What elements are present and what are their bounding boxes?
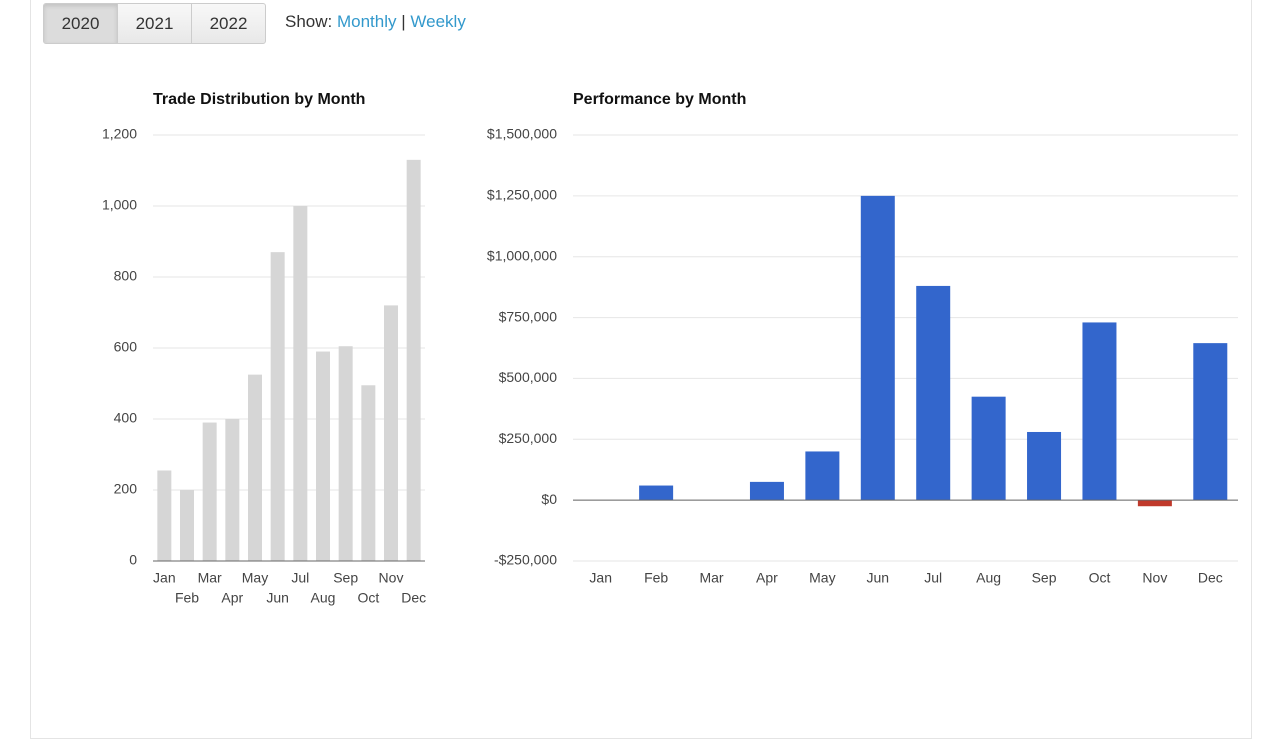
bar bbox=[248, 374, 262, 561]
y-tick-label: 200 bbox=[114, 481, 138, 497]
show-label: Show: bbox=[285, 12, 333, 31]
x-tick-label: Dec bbox=[401, 590, 426, 606]
y-tick-label: $0 bbox=[541, 491, 557, 507]
bar bbox=[971, 396, 1006, 501]
y-tick-label: $1,250,000 bbox=[487, 187, 557, 203]
chart-title: Trade Distribution by Month bbox=[153, 91, 365, 108]
year-tabs: 2020 2021 2022 bbox=[43, 3, 266, 44]
x-tick-label: Feb bbox=[175, 590, 199, 606]
x-tick-label: Nov bbox=[379, 570, 404, 586]
bar bbox=[639, 485, 674, 501]
x-tick-label: Aug bbox=[311, 590, 336, 606]
x-tick-label: Mar bbox=[198, 570, 222, 586]
y-tick-label: $1,500,000 bbox=[487, 126, 557, 142]
y-tick-label: $1,000,000 bbox=[487, 247, 557, 263]
x-tick-label: Jan bbox=[153, 570, 176, 586]
y-tick-label: $500,000 bbox=[499, 369, 558, 385]
y-tick-label: 800 bbox=[114, 268, 138, 284]
x-tick-label: Jul bbox=[924, 570, 942, 586]
y-tick-label: 400 bbox=[114, 410, 138, 426]
bar bbox=[384, 305, 398, 561]
year-tab[interactable]: 2022 bbox=[209, 14, 248, 33]
x-tick-label: Sep bbox=[333, 570, 358, 586]
x-tick-label: Aug bbox=[976, 570, 1001, 586]
charts: Trade Distribution by Month 0 200 400 600 800… bbox=[102, 91, 1238, 606]
bar bbox=[338, 346, 353, 561]
x-tick-label: Jul bbox=[291, 570, 309, 586]
x-tick-label: Apr bbox=[756, 570, 778, 586]
bar bbox=[860, 195, 895, 501]
y-tick-label: 1,000 bbox=[102, 197, 137, 213]
bar bbox=[406, 159, 421, 561]
bar bbox=[202, 422, 217, 561]
bar bbox=[361, 385, 376, 561]
y-tick-label: -$250,000 bbox=[494, 552, 557, 568]
bar bbox=[225, 419, 240, 561]
year-tab[interactable]: 2021 bbox=[118, 4, 192, 43]
x-tick-label: Feb bbox=[644, 570, 668, 586]
x-tick-label: Apr bbox=[221, 590, 243, 606]
bar bbox=[1137, 500, 1172, 507]
bar bbox=[316, 351, 330, 561]
bar bbox=[1027, 431, 1062, 501]
x-tick-label: Oct bbox=[1089, 570, 1111, 586]
bar bbox=[180, 490, 194, 561]
y-tick-label: 0 bbox=[129, 552, 137, 568]
x-tick-label: Jan bbox=[589, 570, 612, 586]
bar bbox=[270, 252, 285, 561]
year-tab[interactable]: 2020 bbox=[44, 4, 118, 43]
page: 2020 2021 2022 Show: Monthly | Weekly Tr… bbox=[30, 0, 1252, 739]
x-tick-label: Mar bbox=[699, 570, 723, 586]
x-tick-label: Sep bbox=[1032, 570, 1057, 586]
chart-title: Performance by Month bbox=[573, 91, 746, 108]
bar bbox=[1082, 322, 1117, 501]
weekly-link[interactable]: Weekly bbox=[410, 12, 466, 31]
bar bbox=[157, 470, 172, 561]
bar bbox=[749, 481, 784, 501]
y-tick-label: $250,000 bbox=[499, 430, 558, 446]
y-tick-label: $750,000 bbox=[499, 308, 558, 324]
bar bbox=[916, 285, 951, 501]
bar bbox=[1193, 343, 1228, 501]
x-tick-label: Dec bbox=[1198, 570, 1223, 586]
separator: | bbox=[401, 12, 406, 31]
panel bbox=[30, 0, 1252, 739]
x-tick-label: May bbox=[242, 570, 268, 586]
y-tick-label: 1,200 bbox=[102, 126, 137, 142]
x-tick-label: Jun bbox=[867, 570, 890, 586]
monthly-link[interactable]: Monthly bbox=[336, 12, 397, 31]
bar bbox=[293, 206, 308, 561]
x-tick-label: Jun bbox=[266, 590, 289, 606]
x-tick-label: Oct bbox=[357, 590, 379, 606]
bar bbox=[805, 451, 840, 501]
x-tick-label: May bbox=[809, 570, 835, 586]
x-tick-label: Nov bbox=[1142, 570, 1167, 586]
y-tick-label: 600 bbox=[114, 339, 138, 355]
show-options: Show: Monthly | Weekly bbox=[285, 12, 466, 32]
